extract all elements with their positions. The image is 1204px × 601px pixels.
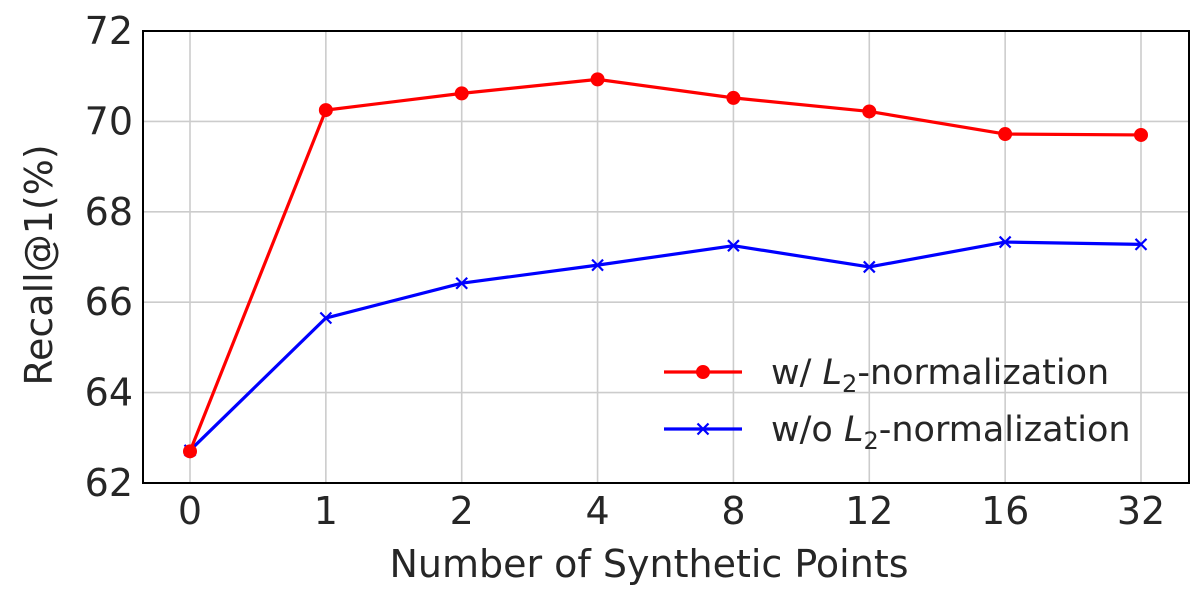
y-axis-title: Recall@1(%): [17, 144, 61, 385]
y-tick-label: 72: [85, 9, 133, 53]
data-point: [998, 127, 1013, 142]
data-point: [998, 235, 1012, 249]
x-tick-labels: 0 1 2 4 8 12 16 32: [178, 489, 1165, 533]
y-tick-label: 68: [85, 190, 133, 234]
data-point: [590, 72, 605, 87]
data-point: [1134, 238, 1148, 251]
x-tick-label: 16: [981, 489, 1029, 533]
x-tick-label: 2: [450, 489, 474, 533]
legend-label: w/ L2-normalization: [771, 353, 1109, 398]
plot-frame: [142, 30, 1190, 484]
data-point: [183, 444, 197, 459]
y-tick-label: 70: [85, 99, 133, 143]
series-line: [188, 240, 1142, 452]
legend-label: w/o L2-normalization: [771, 410, 1131, 455]
series-0: [183, 72, 1148, 459]
x-tick-label: 32: [1117, 489, 1165, 533]
series-line: [188, 77, 1142, 452]
series-layer: [183, 72, 1148, 459]
x-tick-label: 8: [721, 489, 745, 533]
data-point: [318, 103, 333, 118]
data-point: [726, 90, 741, 105]
legend: w/ L2-normalization w/o L2-normalization: [664, 353, 1131, 455]
legend-entry: w/o L2-normalization: [664, 410, 1131, 455]
x-tick-label: 0: [178, 489, 202, 533]
data-point: [454, 86, 469, 101]
x-tick-label: 4: [585, 489, 609, 533]
y-tick-labels: 62 64 66 68 70 72: [85, 9, 133, 505]
x-tick-label: 1: [314, 489, 338, 533]
legend-marker: [696, 422, 710, 436]
legend-marker: [696, 365, 710, 379]
data-point: [727, 239, 740, 252]
y-tick-label: 62: [85, 461, 133, 505]
legend-entry: w/ L2-normalization: [664, 353, 1109, 398]
data-point: [863, 260, 876, 274]
data-point: [455, 276, 468, 290]
y-tick-label: 64: [85, 371, 133, 415]
x-axis-title: Number of Synthetic Points: [389, 542, 908, 586]
data-point: [862, 104, 877, 119]
x-tick-label: 12: [845, 489, 893, 533]
y-tick-label: 66: [85, 280, 133, 324]
data-point: [591, 258, 604, 272]
data-point: [319, 311, 333, 325]
data-point: [1134, 127, 1148, 142]
